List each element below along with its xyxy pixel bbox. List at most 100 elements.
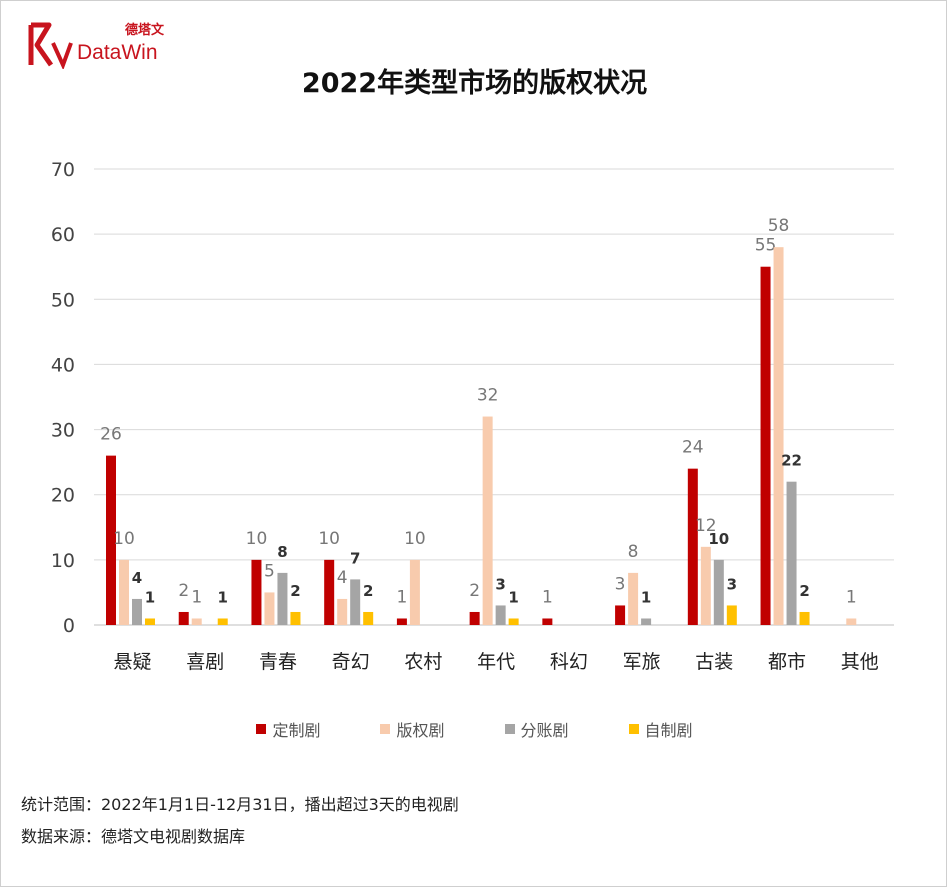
data-label: 58 [768, 216, 790, 236]
y-tick-label: 60 [51, 224, 75, 246]
data-label: 1 [396, 587, 407, 607]
data-label: 2 [178, 581, 189, 601]
bar [337, 598, 348, 625]
data-label: 3 [615, 574, 626, 594]
bar [396, 618, 407, 625]
bar [251, 559, 262, 625]
bar [178, 611, 189, 625]
bar [264, 592, 275, 625]
data-label: 8 [277, 543, 287, 561]
source-note: 数据来源：德塔文电视剧数据库 [21, 827, 246, 846]
x-tick-label: 古装 [695, 651, 733, 673]
data-label: 3 [495, 575, 505, 593]
x-tick-label: 科幻 [550, 651, 588, 673]
data-label: 1 [846, 587, 857, 607]
legend-item: 自制剧 [628, 717, 693, 741]
data-label: 22 [781, 452, 802, 470]
bar [217, 618, 228, 625]
x-tick-label: 农村 [404, 651, 442, 673]
bar [786, 481, 797, 625]
data-label: 4 [132, 569, 142, 587]
legend-item: 分账剧 [504, 717, 569, 741]
data-label: 5 [264, 561, 275, 581]
y-tick-label: 20 [51, 485, 75, 507]
logo-cn-text: 德塔文 [125, 23, 165, 38]
x-tick-label: 年代 [477, 651, 515, 673]
data-label: 1 [191, 587, 202, 607]
bar [713, 559, 724, 625]
bar [409, 559, 420, 625]
x-tick-label: 悬疑 [113, 651, 151, 673]
data-label: 2 [799, 582, 809, 600]
data-label: 2 [363, 582, 373, 600]
bar [132, 598, 142, 625]
data-label: 10 [318, 529, 340, 549]
bar [469, 611, 480, 625]
legend-swatch [504, 724, 515, 734]
bar [495, 605, 506, 625]
chart-title: 2022年类型市场的版权状况 [301, 68, 648, 99]
legend: 定制剧 版权剧 分账剧 自制剧 [1, 717, 947, 741]
x-tick-label: 喜剧 [186, 651, 224, 673]
data-label: 55 [755, 236, 777, 256]
legend-item: 定制剧 [256, 717, 320, 741]
bar [324, 559, 335, 625]
notes: 统计范围：2022年1月1日-12月31日，播出超过3天的电视剧 数据来源：德塔… [21, 789, 459, 853]
bar [687, 468, 698, 625]
legend-label: 分账剧 [520, 721, 569, 740]
bar [191, 618, 202, 625]
y-tick-label: 70 [51, 159, 75, 181]
legend-swatch [380, 724, 391, 734]
bar [726, 605, 737, 625]
x-tick-label: 军旅 [623, 651, 661, 673]
scope-note: 统计范围：2022年1月1日-12月31日，播出超过3天的电视剧 [21, 795, 459, 814]
bar [350, 579, 361, 625]
legend-label: 版权剧 [396, 721, 445, 740]
bar [106, 455, 116, 625]
data-label: 10 [404, 529, 426, 549]
bar [760, 266, 771, 625]
data-label: 1 [508, 588, 518, 606]
bar [119, 559, 129, 625]
x-tick-label: 其他 [841, 651, 879, 673]
data-label: 32 [477, 386, 499, 406]
bar [773, 247, 784, 625]
data-label: 10 [246, 529, 268, 549]
bar [700, 546, 711, 625]
data-label: 1 [542, 587, 553, 607]
bar [628, 572, 639, 625]
data-label: 7 [350, 549, 360, 567]
logo-en-text: DataWin [77, 41, 158, 64]
data-label: 8 [628, 542, 639, 562]
y-tick-label: 40 [51, 354, 75, 376]
data-label: 10 [113, 529, 135, 549]
data-label: 1 [145, 588, 155, 606]
bar [145, 618, 155, 625]
data-label: 1 [641, 588, 651, 606]
bar [277, 572, 288, 625]
legend-label: 自制剧 [644, 721, 693, 740]
bar [641, 618, 652, 625]
bar [363, 611, 374, 625]
data-label: 2 [469, 581, 480, 601]
bar [508, 618, 519, 625]
legend-label: 定制剧 [272, 721, 321, 740]
x-tick-label: 都市 [768, 651, 806, 673]
x-tick-label: 青春 [259, 651, 297, 673]
logo: 德塔文 DataWin [27, 19, 177, 73]
legend-swatch [628, 724, 639, 734]
y-tick-label: 50 [51, 289, 75, 311]
bar [290, 611, 301, 625]
y-tick-label: 0 [63, 615, 75, 637]
data-label: 12 [695, 516, 717, 536]
bar [542, 618, 553, 625]
data-label: 26 [100, 425, 122, 445]
legend-item: 版权剧 [380, 717, 445, 741]
y-tick-label: 30 [51, 420, 75, 442]
data-label: 3 [727, 575, 737, 593]
bar [482, 416, 493, 625]
legend-swatch [256, 724, 267, 734]
data-label: 10 [708, 530, 729, 548]
